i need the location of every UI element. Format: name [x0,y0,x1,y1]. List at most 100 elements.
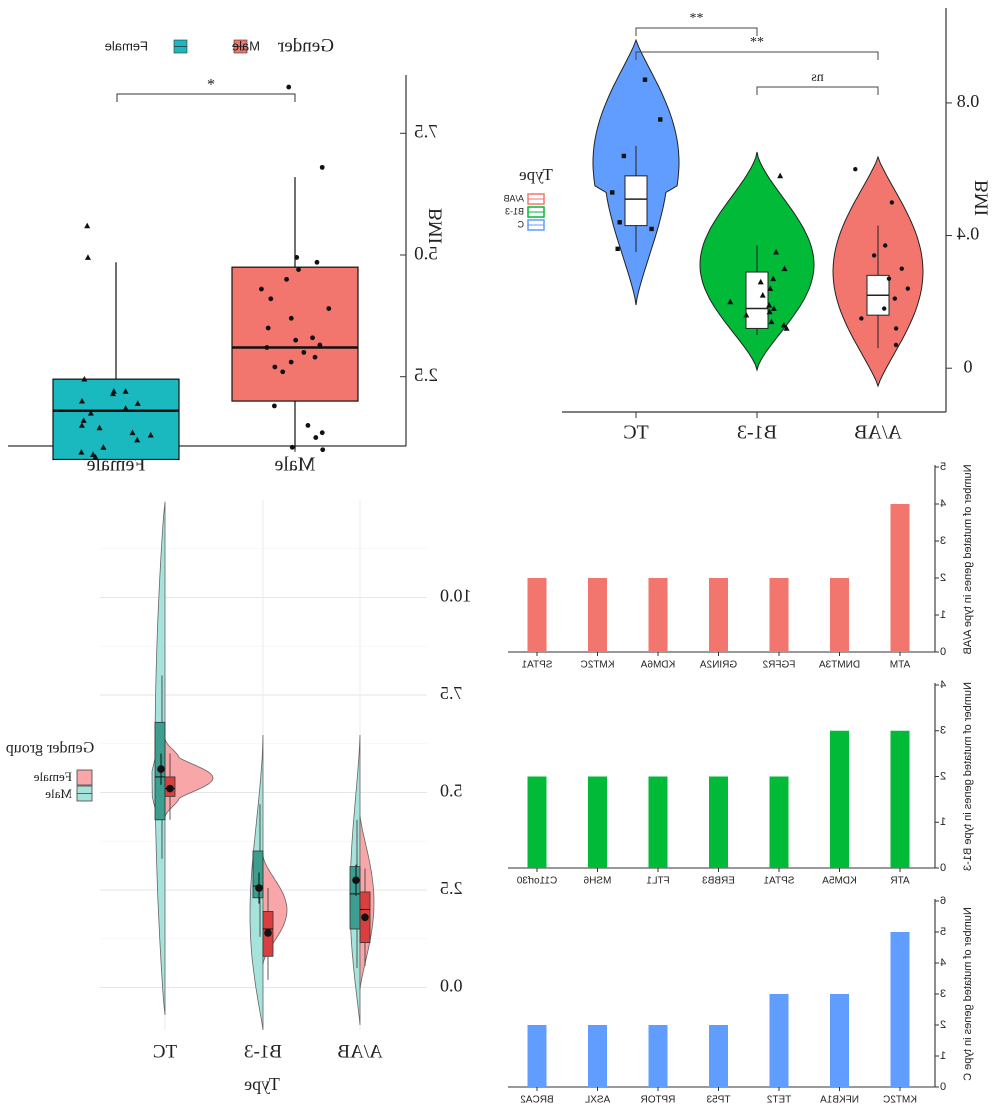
data-point [642,77,648,82]
y-tick-label: 1 [940,1050,946,1062]
x-tick-label: ATM [890,660,910,671]
x-tick-label: B1-3 [737,422,777,444]
panel-split-violin-type-gender: 0.0 2.5 5.0 7.5 10.0 TC B1-3 A/AB Type Gender gro… [6,500,472,1094]
x-tick-label: B1-3 [244,1041,282,1062]
y-axis-label: BMI [425,208,446,244]
legend-label: Female [34,769,72,784]
bar-kdm6a [648,578,668,652]
data-point [893,326,899,331]
legend-title: Gender [277,35,334,56]
data-point [122,405,129,411]
data-point [615,246,620,252]
data-point [320,447,326,453]
bar-kdm5a [830,730,849,868]
data-point [859,316,864,321]
panel-type-bmi-violin: 0 0.4 0.8 BMI TC B1-3 A/AB ** ** ns Type A/AB B1-3 C [503,8,992,444]
data-point [268,296,274,302]
data-point [319,164,325,170]
data-point [766,308,773,315]
x-tick-label: FGFR2 [762,660,795,671]
data-point [286,84,292,90]
data-point [649,226,654,232]
legend-label: Male [45,786,72,801]
data-point [783,325,790,331]
y-tick-label: 2.5 [414,365,438,386]
data-point [305,422,311,428]
significance-label: ** [750,35,764,50]
bar-grin2a [709,578,728,652]
y-tick-label: 0 [964,356,973,376]
data-point [96,424,103,431]
female-mean-point [166,784,174,793]
bar-msh6 [588,776,607,868]
legend-key-female [76,769,93,786]
female-mean-point [361,913,369,922]
violin-box [745,271,769,329]
x-tick-label: DNMT3A [819,660,860,671]
y-tick-label: 7.5 [440,683,463,703]
data-point [289,444,295,450]
box-female [52,378,180,461]
box-male [231,266,359,402]
legend-label: Male [232,38,260,53]
data-point [899,266,904,271]
data-point [312,354,318,360]
bar-rptor [648,1025,668,1087]
x-tick-label: ERBB3 [702,876,735,887]
data-point [883,243,888,248]
y-tick-label: 2 [940,770,946,782]
data-point [134,436,141,443]
x-tick-label: NFKB1A [820,1095,859,1106]
significance-bracket [635,51,879,60]
legend-title: Type [519,165,553,184]
x-tick-label: A/AB [854,422,902,444]
panel-bar-type-aab: 0 1 2 3 4 5 Number of mutated genes in type A/… [508,461,974,671]
data-point [109,390,116,397]
x-tick-label: SPTA1 [763,876,794,887]
data-point [310,335,315,341]
x-axis-label: Type [244,1074,280,1094]
data-point [871,253,877,258]
data-point [284,276,289,282]
x-tick-label: ATR [890,876,909,887]
bar-spta1 [769,776,789,868]
significance-bracket [116,93,296,102]
y-tick-label: 5 [940,461,946,473]
data-point [770,305,777,311]
data-point [905,286,911,291]
data-point [882,306,887,311]
legend-title: Gender group [6,740,94,757]
data-point [84,222,91,229]
data-point [272,364,278,370]
x-tick-label: MSH6 [583,876,611,887]
data-point [777,172,784,179]
y-axis-label: BMI [971,180,992,216]
y-axis-label: Number of mutated genes in type B1-3 [962,682,974,871]
y-tick-label: 3 [940,535,946,547]
x-tick-label: GRIN2A [700,660,738,671]
x-tick-label: A/AB [337,1041,382,1062]
data-point [781,265,788,272]
x-tick-label: RPTOR [641,1095,676,1106]
bar-atm [890,504,910,652]
data-point [727,298,734,305]
data-point [301,349,307,355]
data-point [889,200,895,205]
data-point [313,435,319,440]
bar-kmt2c [588,578,607,652]
y-tick-label: 2 [940,572,946,584]
x-tick-label: KDM6A [640,660,675,671]
data-point [770,275,777,282]
significance-label: ns [811,70,823,85]
data-point [81,375,88,382]
significance-label: ** [690,11,704,26]
data-point [288,359,294,365]
y-tick-label: 4 [940,498,946,510]
y-tick-label: 0.0 [440,976,463,996]
data-point [134,400,141,406]
y-tick-label: 0.8 [957,91,980,111]
y-tick-label: 2 [940,1019,946,1031]
data-point [780,321,787,328]
